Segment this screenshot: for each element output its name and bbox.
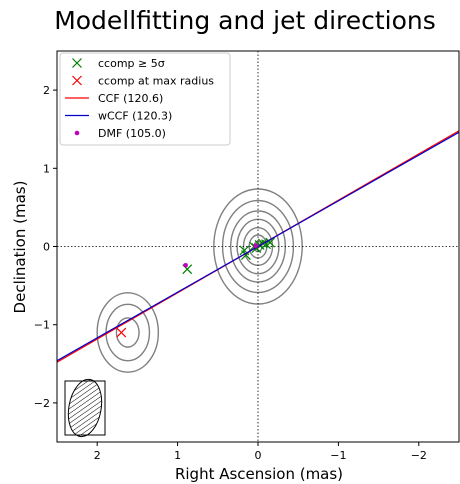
x-marker-stroke [239,245,250,256]
chart-title: Modellfitting and jet directions [54,6,436,35]
legend-label: DMF (105.0) [98,127,166,140]
y-tick-label: 1 [43,162,50,175]
legend-label: wCCF (120.3) [98,110,172,123]
contour-level [96,292,160,373]
y-tick-label: −1 [34,319,50,332]
y-axis-label: Declination (mas) [11,181,29,314]
data-point [265,237,275,248]
x-tick-label: −1 [330,449,346,462]
x-marker-stroke [182,264,193,275]
x-marker-stroke [116,327,127,338]
legend-box [59,52,231,146]
x-tick-label: 2 [94,449,101,462]
contour-level [115,317,140,348]
y-tick-label: 0 [43,241,50,254]
legend-marker [72,58,82,68]
y-tick-label: −2 [34,397,50,410]
data-point [183,262,188,268]
beam-ellipse [67,378,103,438]
y-tick-label: 2 [43,84,50,97]
x-marker-stroke [265,237,275,248]
legend-marker [74,130,80,136]
x-marker-stroke [72,58,82,68]
x-tick-label: 0 [255,449,262,462]
legend-label: CCF (120.6) [98,92,163,105]
x-tick-label: −2 [411,449,427,462]
legend-label: ccomp at max radius [98,75,214,88]
x-marker-stroke [72,75,82,86]
x-axis-label: Right Ascension (mas) [175,465,343,483]
legend: ccomp ≥ 5σ ccomp at max radius CCF (120.6)… [59,52,231,146]
plot-area [57,51,459,442]
axis-ticks: 2 1 0 −1 −2 2 1 0 −1 −2 [34,84,427,462]
data-point [253,243,258,249]
x-tick-label: 1 [174,449,181,462]
legend-marker [72,75,82,86]
legend-label: ccomp ≥ 5σ [98,57,165,70]
series-line [57,131,459,362]
data-point [116,327,127,338]
